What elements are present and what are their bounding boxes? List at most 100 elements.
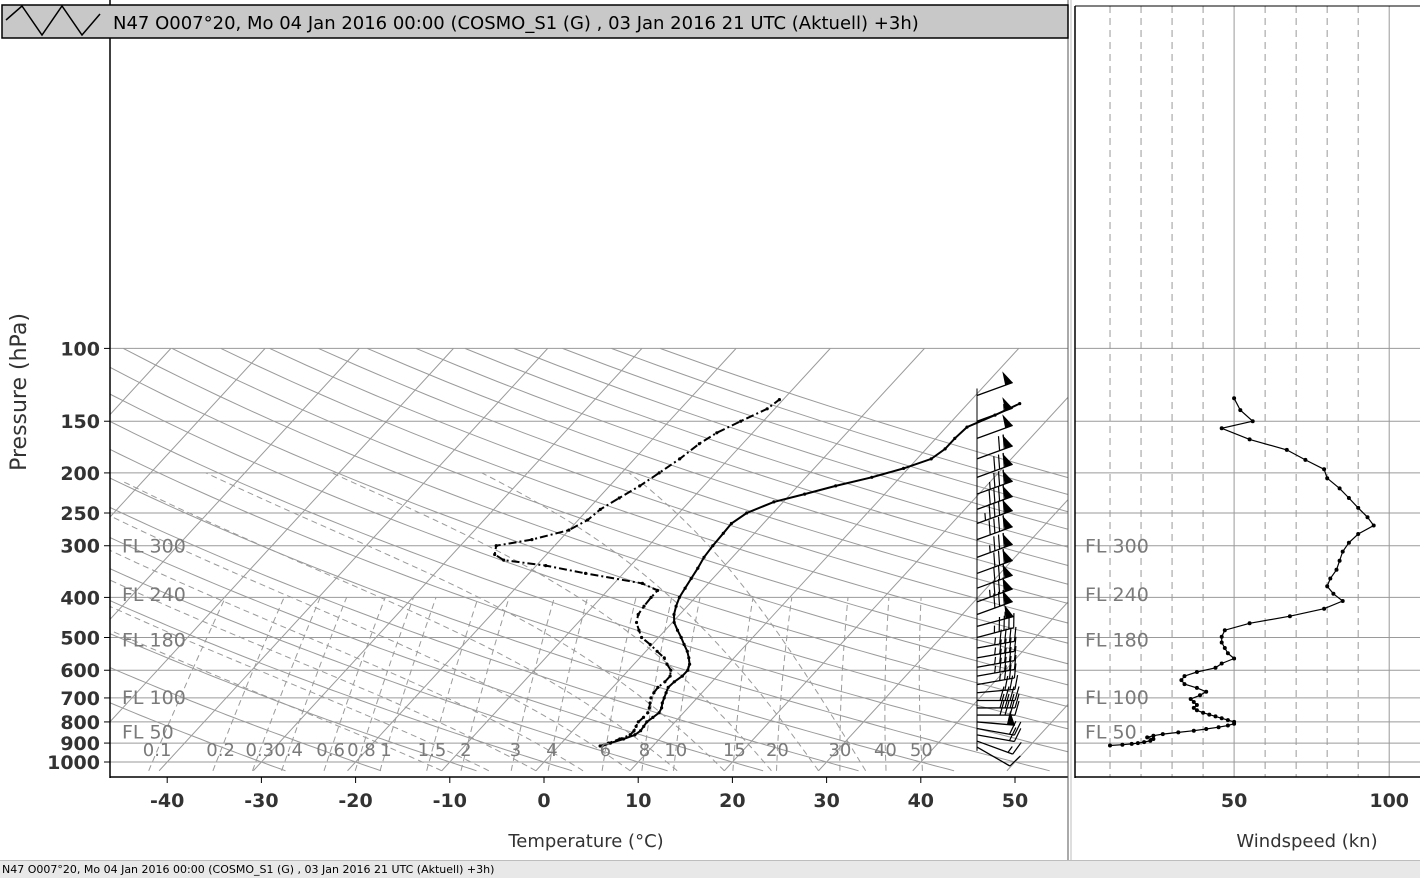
- dewpoint-point: [777, 398, 782, 402]
- x-axis-title: Temperature (°C): [507, 831, 663, 852]
- dewpoint-point: [669, 668, 673, 672]
- windspeed-point: [1247, 437, 1252, 442]
- wind-barb: [976, 604, 1014, 628]
- y-axis-title: Pressure (hPa): [7, 313, 32, 471]
- dry-adiabat-line: [464, 347, 1068, 548]
- wind-barb: [976, 397, 1013, 422]
- temperature-tick-label: -40: [150, 790, 184, 812]
- moist-adiabat-line: [481, 472, 819, 772]
- dry-adiabat-line: [123, 347, 1068, 686]
- mixing-ratio-label: 0.8: [347, 740, 376, 761]
- windspeed-point: [1201, 710, 1206, 715]
- mixing-ratio-line: [918, 597, 923, 771]
- dewpoint-point: [584, 571, 588, 576]
- windspeed-point: [1232, 396, 1237, 401]
- windspeed-point: [1356, 532, 1361, 536]
- dewpoint-point: [634, 724, 638, 729]
- dewpoint-point: [530, 538, 534, 542]
- windspeed-profile-line: [1109, 398, 1375, 747]
- isotherm-line: [110, 348, 360, 621]
- dewpoint-point: [640, 581, 645, 586]
- windspeed-point: [1207, 712, 1212, 717]
- windspeed-point: [1219, 716, 1224, 721]
- figure-background: [0, 0, 1420, 860]
- dewpoint-point: [739, 419, 743, 423]
- temperature-point: [686, 668, 690, 672]
- dewpoint-point: [640, 635, 644, 640]
- windspeed-point: [1365, 515, 1370, 520]
- mixing-ratio-line: [426, 597, 479, 771]
- temperature-point: [672, 620, 676, 625]
- dewpoint-point: [657, 471, 661, 475]
- dewpoint-point: [663, 680, 667, 684]
- dewpoint-point: [618, 737, 622, 741]
- dewpoint-point: [665, 662, 669, 666]
- mixing-ratio-line: [673, 597, 701, 771]
- windspeed-point: [1328, 576, 1333, 581]
- dewpoint-point: [638, 484, 642, 488]
- windspeed-flight-level-label: FL 50: [1085, 721, 1137, 743]
- windspeed-point: [1108, 743, 1112, 748]
- dry-adiabat-line: [318, 347, 1068, 604]
- dewpoint-point: [662, 656, 666, 660]
- header-bar: [1, 4, 1069, 39]
- dry-adiabat-line: [269, 347, 1068, 624]
- windspeed-point: [1191, 728, 1196, 733]
- windspeed-flight-level-label: FL 240: [1085, 584, 1149, 606]
- pressure-tick-label: 500: [60, 627, 100, 649]
- temperature-point: [685, 649, 689, 653]
- mixing-ratio-line: [641, 597, 673, 771]
- wind-barb: [976, 371, 1013, 397]
- temperature-point: [870, 475, 874, 479]
- wind-barb: [976, 710, 1015, 726]
- dewpoint-point: [641, 715, 646, 720]
- dewpoint-point: [493, 552, 497, 557]
- zigzag-menu-icon[interactable]: [4, 4, 104, 37]
- windspeed-point: [1222, 646, 1227, 650]
- temperature-point: [772, 500, 776, 504]
- windspeed-point: [1346, 496, 1351, 500]
- temperature-point: [902, 466, 906, 470]
- dry-adiabat-line: [110, 420, 1068, 753]
- temperature-point: [680, 674, 684, 678]
- windspeed-point: [1216, 725, 1221, 730]
- isotherm-line: [535, 348, 925, 772]
- dry-adiabat-line: [415, 347, 1068, 567]
- dewpoint-point: [567, 528, 571, 532]
- temperature-point: [672, 612, 676, 617]
- wind-barbs-column: [976, 371, 1022, 767]
- dewpoint-point: [636, 612, 640, 617]
- dewpoint-point: [647, 706, 651, 710]
- temperature-point: [689, 576, 693, 581]
- dewpoint-point: [636, 720, 640, 724]
- temperature-point: [721, 531, 725, 535]
- mixing-ratio-line: [839, 597, 849, 771]
- temperature-tick-label: 0: [537, 790, 550, 812]
- flight-level-label: FL 100: [122, 687, 186, 709]
- temperature-point: [642, 724, 646, 729]
- dewpoint-point: [586, 518, 590, 522]
- wind-barb: [976, 452, 1013, 478]
- dry-adiabat-line: [171, 347, 1068, 665]
- moist-adiabat-line: [628, 472, 867, 772]
- windspeed-point: [1160, 732, 1165, 737]
- wind-barb: [976, 746, 1021, 767]
- mixing-ratio-line: [601, 597, 637, 771]
- windspeed-axis-title: Windspeed (kn): [1236, 831, 1377, 852]
- pressure-tick-label: 100: [60, 338, 100, 360]
- windspeed-point: [1194, 685, 1199, 690]
- moist-adiabat-line: [110, 605, 490, 772]
- temperature-point: [657, 711, 661, 715]
- dewpoint-point: [606, 741, 611, 745]
- mixing-ratio-label: 50: [910, 740, 933, 761]
- dewpoint-point: [598, 744, 602, 748]
- temperature-point: [687, 656, 691, 660]
- windspeed-point: [1120, 742, 1125, 747]
- moist-adiabat-line: [110, 515, 631, 772]
- dry-adiabat-line: [110, 667, 382, 772]
- wind-barb: [976, 590, 1013, 616]
- wind-barb: [976, 720, 1022, 736]
- dry-adiabat-line: [110, 506, 859, 772]
- temperature-point: [702, 555, 706, 559]
- mixing-ratio-label: 40: [874, 740, 897, 761]
